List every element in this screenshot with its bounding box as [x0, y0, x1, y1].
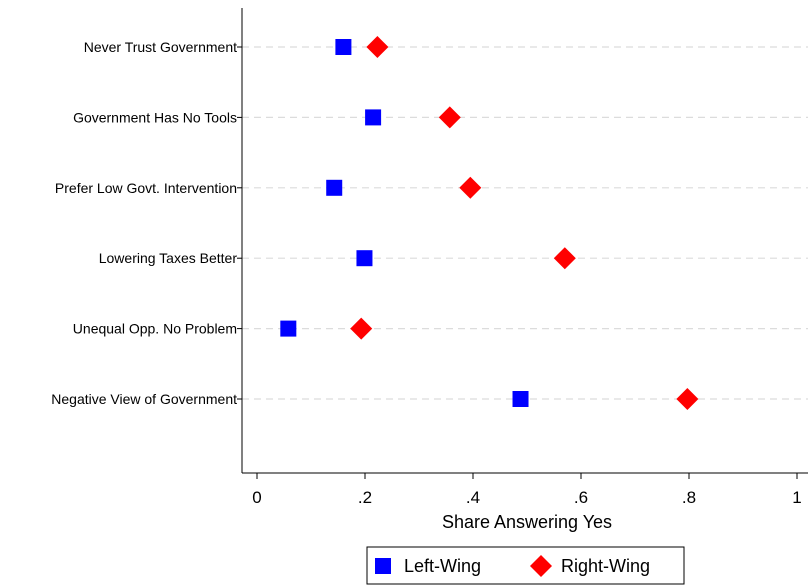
- left-wing-point: [365, 109, 382, 126]
- legend-box: [366, 546, 685, 585]
- x-tick-label: 1: [792, 488, 801, 507]
- category-label: Prefer Low Govt. Intervention: [55, 180, 237, 196]
- x-tick-label: .2: [358, 488, 372, 507]
- right-wing-point: [350, 317, 373, 340]
- left-wing-point: [280, 320, 297, 337]
- legend-right-wing-marker: [530, 555, 552, 577]
- grid-lines: [237, 46, 808, 400]
- category-label: Lowering Taxes Better: [99, 250, 238, 266]
- x-axis-title: Share Answering Yes: [442, 512, 612, 532]
- x-tick-label: 0: [252, 488, 261, 507]
- right-wing-point: [366, 36, 389, 58]
- x-tick-label: .4: [466, 488, 480, 507]
- data-points: [280, 36, 699, 410]
- right-wing-point: [553, 247, 576, 270]
- left-wing-point: [326, 179, 343, 196]
- category-label: Negative View of Government: [51, 391, 237, 407]
- x-tick-label: .8: [682, 488, 696, 507]
- legend-right-wing-label: Right-Wing: [561, 556, 650, 576]
- legend-left-wing-marker: [375, 558, 391, 574]
- right-wing-point: [676, 388, 699, 410]
- legend-left-wing-label: Left-Wing: [404, 556, 481, 576]
- left-wing-point: [356, 250, 373, 267]
- category-label: Never Trust Government: [84, 39, 237, 55]
- category-labels: Never Trust Government Government Has No …: [51, 39, 237, 407]
- category-label: Unequal Opp. No Problem: [73, 321, 237, 337]
- left-wing-point: [335, 39, 352, 55]
- right-wing-point: [438, 106, 461, 129]
- legend: Left-Wing Right-Wing: [366, 546, 685, 585]
- x-ticks: 0 .2 .4 .6 .8 1: [252, 473, 802, 507]
- right-wing-point: [459, 176, 482, 199]
- left-wing-point: [512, 391, 529, 407]
- category-label: Government Has No Tools: [73, 109, 237, 125]
- x-tick-label: .6: [574, 488, 588, 507]
